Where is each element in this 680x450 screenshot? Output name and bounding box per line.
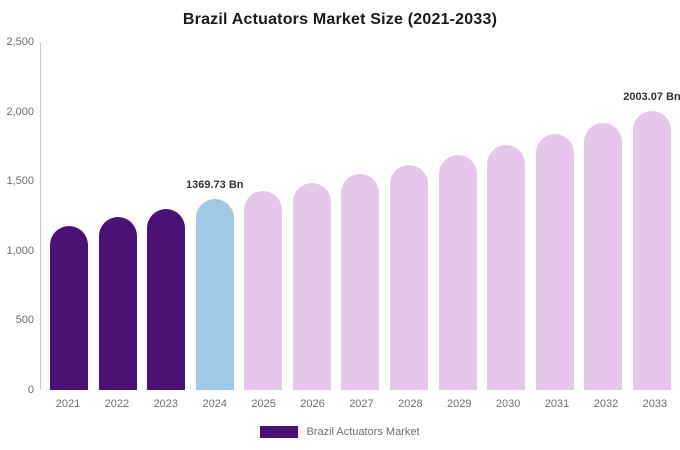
bar-2025 [244, 191, 283, 390]
x-tick-label: 2025 [251, 398, 276, 410]
bar-column-2025 [240, 191, 286, 390]
bar-2033 [632, 111, 671, 390]
bar-column-2031 [532, 134, 578, 390]
legend: Brazil Actuators Market [0, 426, 680, 438]
x-tick-label: 2026 [300, 398, 325, 410]
plot-area: 0 500 1,000 1,500 2,000 2,500 1369.73 Bn 2003.… [6, 36, 680, 396]
legend-swatch [260, 426, 299, 438]
y-tick-label: 1,000 [6, 244, 34, 257]
y-tick-label: 2,000 [6, 105, 34, 118]
bar-column-2021 [46, 225, 92, 390]
bar-2032 [584, 123, 623, 390]
bar-2028 [390, 164, 429, 390]
x-tick-label: 2028 [398, 398, 423, 410]
bar-column-2030 [483, 144, 529, 390]
bar-2031 [535, 134, 574, 390]
legend-label: Brazil Actuators Market [306, 426, 420, 438]
x-tick-label: 2024 [202, 398, 227, 410]
bar-2029 [438, 154, 477, 390]
bar-column-2027 [337, 173, 383, 390]
x-tick-label: 2031 [544, 398, 570, 410]
bar-column-2022 [95, 217, 141, 390]
x-tick-label: 2023 [153, 398, 179, 410]
bar-2027 [341, 173, 380, 390]
bar-column-2029 [435, 154, 481, 390]
x-tick-label: 2029 [447, 398, 472, 410]
bar-2030 [487, 144, 526, 390]
bar-2026 [292, 182, 331, 390]
x-axis-labels: 2021 2022 2023 2024 2025 2026 2027 2028 2029 2030… [45, 398, 678, 410]
x-tick-label: 2030 [495, 398, 521, 410]
y-tick-label: 0 [27, 384, 34, 396]
bar-column-2023 [143, 209, 189, 390]
chart-title: Brazil Actuators Market Size (2021-2033) [182, 11, 498, 28]
bar-2021 [50, 225, 88, 390]
data-label: 1369.73 Bn [186, 179, 244, 192]
y-tick-label: 500 [15, 314, 34, 327]
bar-column-2026 [289, 182, 335, 390]
bar-column-2028 [386, 164, 432, 390]
data-label: 2003.07 Bn [623, 91, 680, 104]
y-tick-label: 2,500 [6, 36, 34, 48]
x-tick-label: 2033 [642, 398, 668, 410]
bar-2023 [147, 209, 186, 390]
bar-column-2032 [580, 123, 626, 390]
y-tick-label: 1,500 [6, 175, 34, 188]
bar-column-2024: 1369.73 Bn [186, 179, 243, 390]
bar-2022 [98, 217, 137, 390]
x-tick-label: 2022 [104, 398, 130, 410]
bar-series: 1369.73 Bn 2003.07 Bn [46, 42, 680, 390]
bar-2024 [195, 199, 234, 390]
x-tick-label: 2027 [349, 398, 374, 410]
x-tick-label: 2021 [55, 398, 81, 410]
bar-column-2033: 2003.07 Bn [623, 91, 680, 390]
x-tick-label: 2032 [593, 398, 619, 410]
